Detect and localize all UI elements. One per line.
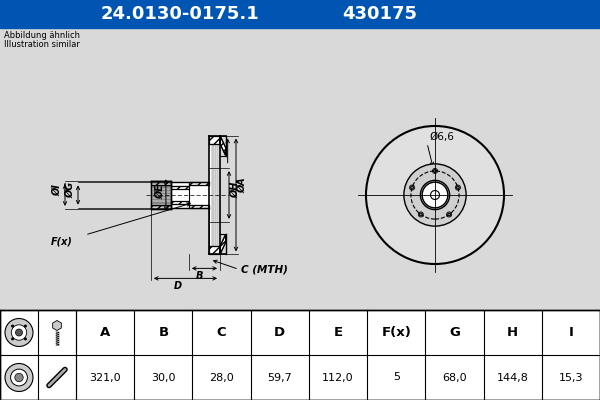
Text: C (MTH): C (MTH)	[241, 264, 288, 274]
Text: B: B	[196, 271, 203, 281]
Bar	[0, 0, 600, 28]
Circle shape	[24, 338, 27, 340]
Text: 30,0: 30,0	[151, 372, 176, 382]
Circle shape	[419, 213, 422, 216]
Polygon shape	[209, 246, 220, 254]
Bar	[171, 182, 209, 208]
Bar	[0, 310, 600, 400]
Circle shape	[404, 164, 466, 226]
Text: 5: 5	[393, 372, 400, 382]
Circle shape	[16, 329, 23, 336]
Text: ØH: ØH	[230, 182, 240, 198]
Polygon shape	[171, 186, 189, 188]
Text: 112,0: 112,0	[322, 372, 354, 382]
Circle shape	[11, 325, 27, 340]
Circle shape	[434, 170, 436, 172]
Polygon shape	[220, 234, 226, 254]
Text: B: B	[158, 326, 169, 339]
Circle shape	[11, 324, 14, 328]
Text: C: C	[217, 326, 226, 339]
Text: 59,7: 59,7	[268, 372, 292, 382]
Polygon shape	[220, 136, 226, 156]
Polygon shape	[151, 181, 171, 185]
Circle shape	[431, 190, 439, 200]
Text: 430175: 430175	[343, 5, 418, 23]
Bar	[0, 28, 600, 310]
Text: 321,0: 321,0	[89, 372, 121, 382]
Text: ØE: ØE	[155, 184, 165, 200]
Circle shape	[421, 180, 449, 210]
Text: H: H	[507, 326, 518, 339]
Polygon shape	[151, 205, 171, 209]
Text: Ø6,6: Ø6,6	[429, 132, 454, 142]
Polygon shape	[189, 204, 209, 208]
Polygon shape	[171, 202, 189, 204]
Circle shape	[5, 318, 33, 346]
Polygon shape	[189, 182, 209, 186]
Text: 15,3: 15,3	[559, 372, 583, 382]
Circle shape	[366, 126, 504, 264]
Text: D: D	[274, 326, 286, 339]
Text: 24.0130-0175.1: 24.0130-0175.1	[101, 5, 259, 23]
Circle shape	[448, 213, 451, 216]
Text: ØG: ØG	[65, 182, 75, 198]
Circle shape	[457, 186, 460, 189]
Text: F(x): F(x)	[381, 326, 411, 339]
Circle shape	[11, 338, 14, 340]
Circle shape	[24, 324, 27, 328]
Text: D: D	[173, 281, 182, 291]
Text: ØI: ØI	[52, 184, 62, 196]
Circle shape	[422, 182, 448, 208]
Text: Abbildung ähnlich: Abbildung ähnlich	[4, 31, 80, 40]
Text: I: I	[568, 326, 574, 339]
Polygon shape	[209, 136, 220, 144]
Circle shape	[15, 373, 23, 382]
Text: 68,0: 68,0	[442, 372, 467, 382]
Circle shape	[410, 186, 413, 189]
Text: ØA: ØA	[237, 177, 247, 193]
Text: Illustration similar: Illustration similar	[4, 40, 80, 49]
Text: 144,8: 144,8	[497, 372, 529, 382]
Text: 28,0: 28,0	[209, 372, 234, 382]
Text: G: G	[449, 326, 460, 339]
Circle shape	[11, 369, 28, 386]
Text: E: E	[334, 326, 343, 339]
Circle shape	[5, 364, 33, 392]
Text: A: A	[100, 326, 110, 339]
Text: F(x): F(x)	[51, 237, 73, 247]
Bar	[209, 144, 220, 246]
